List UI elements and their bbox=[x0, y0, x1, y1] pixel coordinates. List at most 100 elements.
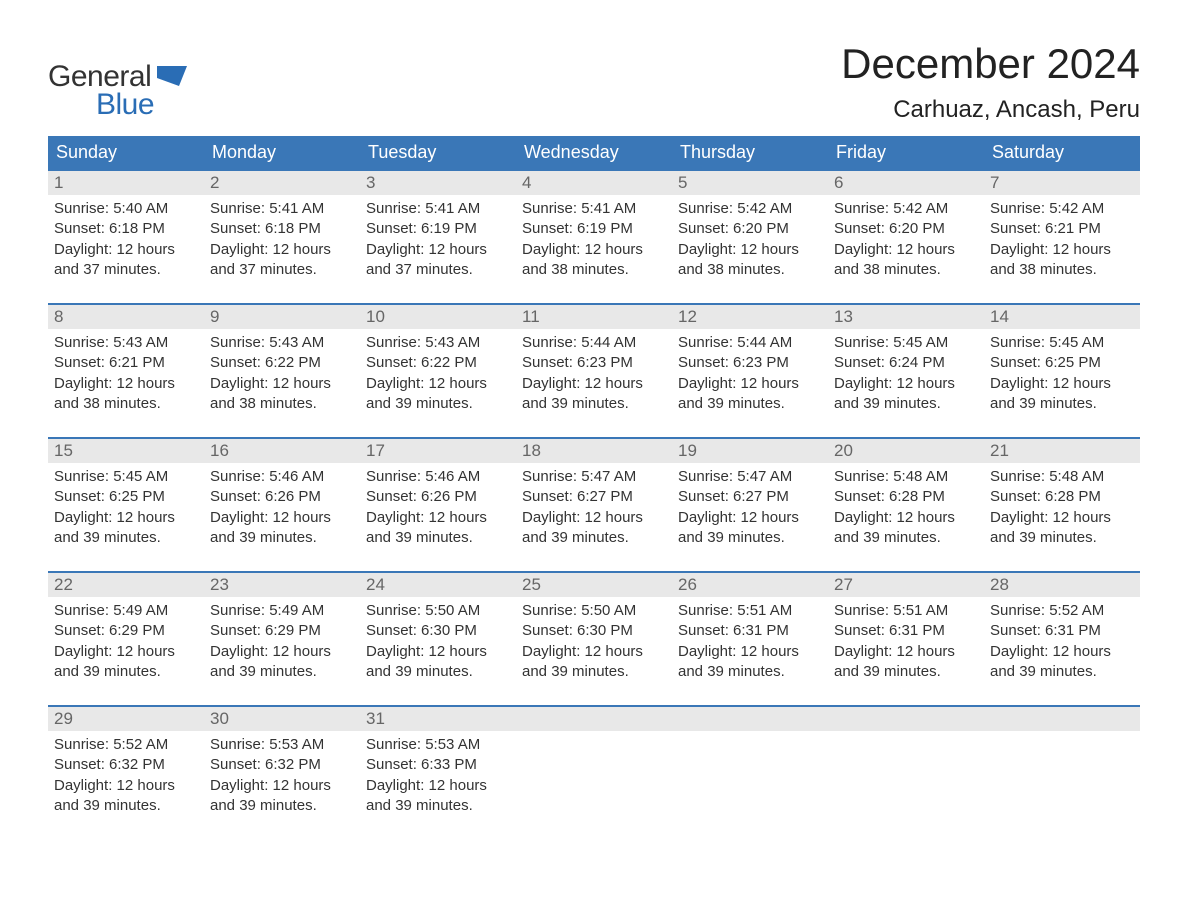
day-number: 7 bbox=[984, 171, 1140, 195]
sunrise-text: Sunrise: 5:43 AM bbox=[366, 333, 510, 353]
daylight-text: Daylight: 12 hours and 39 minutes. bbox=[834, 508, 978, 549]
sunrise-text: Sunrise: 5:45 AM bbox=[990, 333, 1134, 353]
sunset-text: Sunset: 6:25 PM bbox=[990, 353, 1134, 373]
day-number: 3 bbox=[360, 171, 516, 195]
day-header-friday: Friday bbox=[828, 136, 984, 169]
day-cell bbox=[516, 707, 672, 825]
day-cell: 13Sunrise: 5:45 AMSunset: 6:24 PMDayligh… bbox=[828, 305, 984, 423]
sunrise-text: Sunrise: 5:50 AM bbox=[522, 601, 666, 621]
day-cell: 7Sunrise: 5:42 AMSunset: 6:21 PMDaylight… bbox=[984, 171, 1140, 289]
sunset-text: Sunset: 6:27 PM bbox=[678, 487, 822, 507]
day-number: 8 bbox=[48, 305, 204, 329]
day-number: 19 bbox=[672, 439, 828, 463]
day-body: Sunrise: 5:41 AMSunset: 6:19 PMDaylight:… bbox=[360, 195, 516, 284]
sunrise-text: Sunrise: 5:47 AM bbox=[522, 467, 666, 487]
day-cell: 22Sunrise: 5:49 AMSunset: 6:29 PMDayligh… bbox=[48, 573, 204, 691]
day-body: Sunrise: 5:45 AMSunset: 6:25 PMDaylight:… bbox=[984, 329, 1140, 418]
day-number: 21 bbox=[984, 439, 1140, 463]
weeks-container: 1Sunrise: 5:40 AMSunset: 6:18 PMDaylight… bbox=[48, 169, 1140, 825]
sunset-text: Sunset: 6:22 PM bbox=[210, 353, 354, 373]
daylight-text: Daylight: 12 hours and 37 minutes. bbox=[54, 240, 198, 281]
day-cell: 28Sunrise: 5:52 AMSunset: 6:31 PMDayligh… bbox=[984, 573, 1140, 691]
day-body: Sunrise: 5:43 AMSunset: 6:22 PMDaylight:… bbox=[204, 329, 360, 418]
day-number: 2 bbox=[204, 171, 360, 195]
day-cell: 21Sunrise: 5:48 AMSunset: 6:28 PMDayligh… bbox=[984, 439, 1140, 557]
day-body: Sunrise: 5:52 AMSunset: 6:32 PMDaylight:… bbox=[48, 731, 204, 820]
day-body: Sunrise: 5:41 AMSunset: 6:19 PMDaylight:… bbox=[516, 195, 672, 284]
day-body: Sunrise: 5:44 AMSunset: 6:23 PMDaylight:… bbox=[516, 329, 672, 418]
day-body: Sunrise: 5:42 AMSunset: 6:20 PMDaylight:… bbox=[672, 195, 828, 284]
sunset-text: Sunset: 6:25 PM bbox=[54, 487, 198, 507]
daylight-text: Daylight: 12 hours and 39 minutes. bbox=[366, 776, 510, 817]
day-header-row: Sunday Monday Tuesday Wednesday Thursday… bbox=[48, 136, 1140, 169]
day-number: 20 bbox=[828, 439, 984, 463]
day-cell: 31Sunrise: 5:53 AMSunset: 6:33 PMDayligh… bbox=[360, 707, 516, 825]
daylight-text: Daylight: 12 hours and 39 minutes. bbox=[678, 374, 822, 415]
day-cell: 18Sunrise: 5:47 AMSunset: 6:27 PMDayligh… bbox=[516, 439, 672, 557]
sunrise-text: Sunrise: 5:42 AM bbox=[834, 199, 978, 219]
day-header-saturday: Saturday bbox=[984, 136, 1140, 169]
day-cell: 3Sunrise: 5:41 AMSunset: 6:19 PMDaylight… bbox=[360, 171, 516, 289]
day-cell: 15Sunrise: 5:45 AMSunset: 6:25 PMDayligh… bbox=[48, 439, 204, 557]
day-number: 6 bbox=[828, 171, 984, 195]
sunrise-text: Sunrise: 5:40 AM bbox=[54, 199, 198, 219]
day-number: 23 bbox=[204, 573, 360, 597]
day-body: Sunrise: 5:46 AMSunset: 6:26 PMDaylight:… bbox=[360, 463, 516, 552]
sunset-text: Sunset: 6:26 PM bbox=[366, 487, 510, 507]
day-header-wednesday: Wednesday bbox=[516, 136, 672, 169]
calendar: Sunday Monday Tuesday Wednesday Thursday… bbox=[48, 136, 1140, 825]
day-cell: 6Sunrise: 5:42 AMSunset: 6:20 PMDaylight… bbox=[828, 171, 984, 289]
day-number: 9 bbox=[204, 305, 360, 329]
title-block: December 2024 Carhuaz, Ancash, Peru bbox=[841, 40, 1140, 124]
daylight-text: Daylight: 12 hours and 38 minutes. bbox=[834, 240, 978, 281]
day-cell: 12Sunrise: 5:44 AMSunset: 6:23 PMDayligh… bbox=[672, 305, 828, 423]
daylight-text: Daylight: 12 hours and 39 minutes. bbox=[990, 374, 1134, 415]
day-cell: 11Sunrise: 5:44 AMSunset: 6:23 PMDayligh… bbox=[516, 305, 672, 423]
sunset-text: Sunset: 6:21 PM bbox=[54, 353, 198, 373]
day-body: Sunrise: 5:49 AMSunset: 6:29 PMDaylight:… bbox=[48, 597, 204, 686]
day-cell bbox=[672, 707, 828, 825]
sunset-text: Sunset: 6:22 PM bbox=[366, 353, 510, 373]
day-body: Sunrise: 5:50 AMSunset: 6:30 PMDaylight:… bbox=[516, 597, 672, 686]
day-cell: 25Sunrise: 5:50 AMSunset: 6:30 PMDayligh… bbox=[516, 573, 672, 691]
day-number: 18 bbox=[516, 439, 672, 463]
daylight-text: Daylight: 12 hours and 39 minutes. bbox=[366, 508, 510, 549]
day-number: 25 bbox=[516, 573, 672, 597]
sunset-text: Sunset: 6:30 PM bbox=[522, 621, 666, 641]
sunrise-text: Sunrise: 5:41 AM bbox=[366, 199, 510, 219]
day-number bbox=[984, 707, 1140, 731]
daylight-text: Daylight: 12 hours and 39 minutes. bbox=[522, 374, 666, 415]
sunrise-text: Sunrise: 5:44 AM bbox=[678, 333, 822, 353]
daylight-text: Daylight: 12 hours and 39 minutes. bbox=[522, 508, 666, 549]
day-header-monday: Monday bbox=[204, 136, 360, 169]
day-cell: 29Sunrise: 5:52 AMSunset: 6:32 PMDayligh… bbox=[48, 707, 204, 825]
logo-text-blue: Blue bbox=[96, 88, 187, 122]
sunrise-text: Sunrise: 5:52 AM bbox=[54, 735, 198, 755]
day-header-tuesday: Tuesday bbox=[360, 136, 516, 169]
sunrise-text: Sunrise: 5:47 AM bbox=[678, 467, 822, 487]
sunrise-text: Sunrise: 5:50 AM bbox=[366, 601, 510, 621]
week-row: 29Sunrise: 5:52 AMSunset: 6:32 PMDayligh… bbox=[48, 705, 1140, 825]
day-body: Sunrise: 5:43 AMSunset: 6:21 PMDaylight:… bbox=[48, 329, 204, 418]
sunrise-text: Sunrise: 5:45 AM bbox=[834, 333, 978, 353]
daylight-text: Daylight: 12 hours and 39 minutes. bbox=[990, 508, 1134, 549]
location-label: Carhuaz, Ancash, Peru bbox=[841, 96, 1140, 124]
day-number: 26 bbox=[672, 573, 828, 597]
sunset-text: Sunset: 6:19 PM bbox=[366, 219, 510, 239]
day-cell bbox=[828, 707, 984, 825]
sunrise-text: Sunrise: 5:43 AM bbox=[210, 333, 354, 353]
day-cell: 4Sunrise: 5:41 AMSunset: 6:19 PMDaylight… bbox=[516, 171, 672, 289]
day-header-sunday: Sunday bbox=[48, 136, 204, 169]
sunrise-text: Sunrise: 5:46 AM bbox=[210, 467, 354, 487]
day-number: 24 bbox=[360, 573, 516, 597]
day-number: 29 bbox=[48, 707, 204, 731]
day-body: Sunrise: 5:41 AMSunset: 6:18 PMDaylight:… bbox=[204, 195, 360, 284]
day-cell: 19Sunrise: 5:47 AMSunset: 6:27 PMDayligh… bbox=[672, 439, 828, 557]
sunset-text: Sunset: 6:18 PM bbox=[210, 219, 354, 239]
daylight-text: Daylight: 12 hours and 39 minutes. bbox=[834, 642, 978, 683]
sunrise-text: Sunrise: 5:43 AM bbox=[54, 333, 198, 353]
day-body: Sunrise: 5:45 AMSunset: 6:25 PMDaylight:… bbox=[48, 463, 204, 552]
day-cell: 27Sunrise: 5:51 AMSunset: 6:31 PMDayligh… bbox=[828, 573, 984, 691]
sunset-text: Sunset: 6:19 PM bbox=[522, 219, 666, 239]
day-body: Sunrise: 5:53 AMSunset: 6:33 PMDaylight:… bbox=[360, 731, 516, 820]
